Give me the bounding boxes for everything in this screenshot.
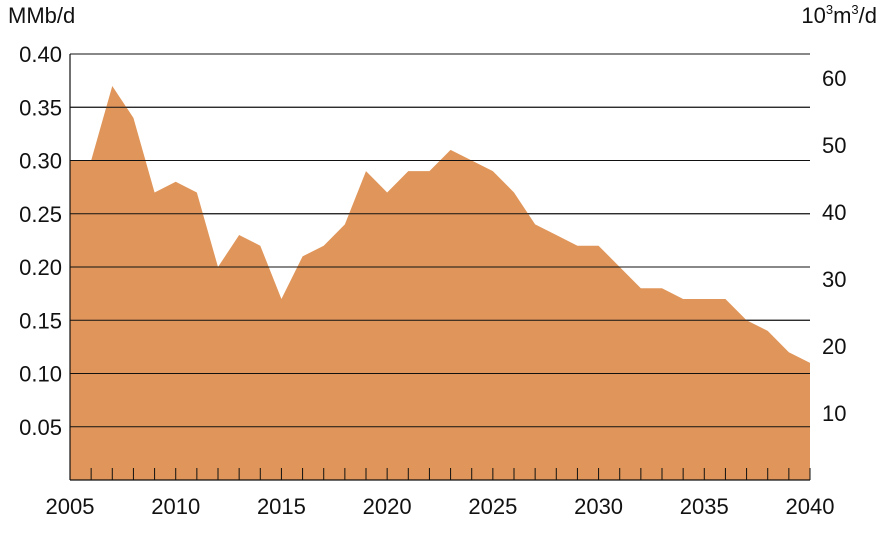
y-right-tick-label: 10 [822, 401, 846, 426]
x-tick-label: 2015 [257, 494, 306, 519]
y-left-tick-label: 0.40 [19, 42, 62, 67]
y-right-tick-label: 20 [822, 334, 846, 359]
y-left-tick-label: 0.25 [19, 202, 62, 227]
y-left-tick-label: 0.05 [19, 415, 62, 440]
y-left-tick-label: 0.20 [19, 255, 62, 280]
x-tick-label: 2025 [468, 494, 517, 519]
tick-labels: 0.050.100.150.200.250.300.350.4010203040… [19, 42, 846, 519]
y-left-tick-label: 0.15 [19, 308, 62, 333]
gridlines-over-area [70, 53, 810, 428]
y-right-tick-label: 30 [822, 267, 846, 292]
y-right-tick-label: 60 [822, 66, 846, 91]
y-right-tick-label: 40 [822, 200, 846, 225]
area-series [70, 85, 810, 480]
x-tick-marks [69, 468, 811, 480]
x-tick-label: 2020 [363, 494, 412, 519]
y-right-tick-label: 50 [822, 133, 846, 158]
x-tick-label: 2030 [574, 494, 623, 519]
y-left-tick-label: 0.35 [19, 95, 62, 120]
left-axis-unit-label: MMb/d [8, 3, 75, 28]
y-left-tick-label: 0.30 [19, 149, 62, 174]
x-tick-label: 2010 [151, 494, 200, 519]
x-tick-label: 2035 [680, 494, 729, 519]
y-left-tick-label: 0.10 [19, 362, 62, 387]
x-tick-label: 2005 [46, 494, 95, 519]
x-tick-label: 2040 [786, 494, 835, 519]
right-axis-unit-label: 103m3/d [801, 2, 877, 28]
